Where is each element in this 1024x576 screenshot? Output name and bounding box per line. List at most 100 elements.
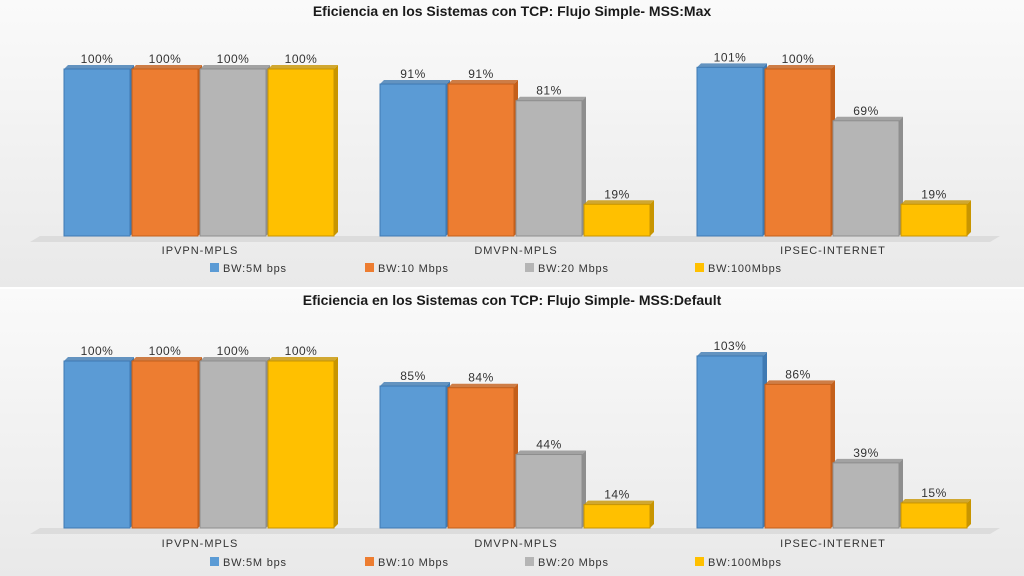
chart-floor (30, 236, 1000, 242)
bar-top (516, 450, 586, 455)
bar-top (380, 382, 450, 387)
bar-dmvpn-mpls-3 (583, 504, 651, 529)
legend-entry: BW:20 Mbps (538, 263, 609, 275)
bar-side (582, 96, 586, 236)
legend-entry: BW:5M bps (223, 557, 287, 569)
bar-ipvpn-mpls-3 (267, 360, 335, 529)
bar-ipsec-internet-2 (832, 462, 900, 529)
legend-entry: BW:10 Mbps (378, 263, 449, 275)
bar-top (64, 357, 134, 361)
chart-floor (30, 528, 1000, 534)
chart-title: Eficiencia en los Sistemas con TCP: Fluj… (313, 3, 712, 19)
bar-ipsec-internet-3 (900, 203, 968, 237)
bar-ipsec-internet-0 (696, 355, 764, 529)
data-label: 100% (285, 344, 318, 358)
legend-swatch (210, 263, 219, 272)
bar-ipvpn-mpls-2 (199, 360, 267, 529)
bar-side (650, 200, 654, 236)
category-label: DMVPN-MPLS (474, 538, 557, 550)
bar-dmvpn-mpls-0 (379, 83, 447, 237)
bar-side (967, 498, 971, 528)
legend: BW:5M bps BW:10 Mbps BW:20 Mbps BW:100Mbps (210, 557, 781, 569)
data-label: 91% (468, 67, 494, 81)
legend-swatch (365, 263, 374, 272)
bar-top (833, 458, 903, 463)
bar-top (765, 380, 835, 385)
data-label: 81% (536, 84, 562, 98)
bar-ipvpn-mpls-2 (199, 68, 267, 237)
bar-top (584, 200, 654, 205)
data-label: 100% (81, 52, 114, 66)
bar-top (64, 65, 134, 69)
bar-ipsec-internet-2 (832, 120, 900, 237)
data-label: 19% (604, 187, 630, 201)
bar-top (901, 200, 971, 205)
data-label: 44% (536, 438, 562, 452)
bar-side (334, 65, 338, 236)
bar-ipsec-internet-0 (696, 66, 764, 237)
data-label: 84% (468, 371, 494, 385)
category-label: IPVPN-MPLS (162, 538, 239, 550)
data-label: 101% (714, 50, 747, 64)
category-label: IPSEC-INTERNET (780, 538, 886, 550)
data-label: 100% (217, 52, 250, 66)
data-label: 100% (217, 344, 250, 358)
chart-panel-mss-max: Eficiencia en los Sistemas con TCP: Fluj… (0, 0, 1024, 287)
bar-ipvpn-mpls-0 (63, 360, 131, 529)
data-label: 100% (149, 52, 182, 66)
data-label: 103% (714, 339, 747, 353)
legend: BW:5M bps BW:10 Mbps BW:20 Mbps BW:100Mbps (210, 263, 782, 275)
bar-dmvpn-mpls-1 (447, 387, 515, 529)
data-label: 100% (149, 344, 182, 358)
chart-title: Eficiencia en los Sistemas con TCP: Fluj… (303, 292, 722, 308)
legend-entry: BW:10 Mbps (378, 557, 449, 569)
bar-ipsec-internet-1 (764, 383, 832, 529)
data-label: 85% (400, 369, 426, 383)
bar-top (901, 498, 971, 503)
bar-dmvpn-mpls-3 (583, 203, 651, 237)
bar-top (132, 357, 202, 361)
bar-top (516, 96, 586, 101)
data-label: 15% (921, 486, 947, 500)
category-label: IPVPN-MPLS (162, 245, 239, 257)
bar-top (132, 65, 202, 69)
bar-ipvpn-mpls-1 (131, 68, 199, 237)
bar-dmvpn-mpls-1 (447, 83, 515, 237)
bar-dmvpn-mpls-0 (379, 385, 447, 529)
bar-ipvpn-mpls-0 (63, 68, 131, 237)
legend-swatch (525, 263, 534, 272)
bar-ipsec-internet-1 (764, 68, 832, 237)
bar-top (697, 63, 767, 68)
data-label: 100% (782, 52, 815, 66)
bar-top (697, 351, 767, 356)
legend-entry: BW:5M bps (223, 263, 287, 275)
data-label: 100% (81, 344, 114, 358)
category-label: IPSEC-INTERNET (780, 245, 886, 257)
category-label: DMVPN-MPLS (474, 245, 557, 257)
bar-ipvpn-mpls-3 (267, 68, 335, 237)
bar-side (334, 357, 338, 528)
data-label: 19% (921, 187, 947, 201)
legend-swatch (365, 557, 374, 566)
bar-dmvpn-mpls-2 (515, 454, 583, 529)
legend-swatch (210, 557, 219, 566)
bar-top (380, 80, 450, 85)
bar-ipsec-internet-3 (900, 502, 968, 529)
bar-top (448, 80, 518, 85)
chart-panel-mss-default: Eficiencia en los Sistemas con TCP: Fluj… (0, 289, 1024, 576)
bar-top (584, 500, 654, 505)
bar-top (448, 383, 518, 388)
legend-entry: BW:100Mbps (708, 263, 782, 275)
bar-top (200, 65, 270, 69)
data-label: 14% (604, 488, 630, 502)
data-label: 100% (285, 52, 318, 66)
legend-swatch (525, 557, 534, 566)
bar-top (765, 65, 835, 69)
bar-top (833, 116, 903, 121)
legend-entry: BW:20 Mbps (538, 557, 609, 569)
bar-top (268, 357, 338, 361)
bar-ipvpn-mpls-1 (131, 360, 199, 529)
legend-swatch (695, 263, 704, 272)
data-label: 91% (400, 67, 426, 81)
